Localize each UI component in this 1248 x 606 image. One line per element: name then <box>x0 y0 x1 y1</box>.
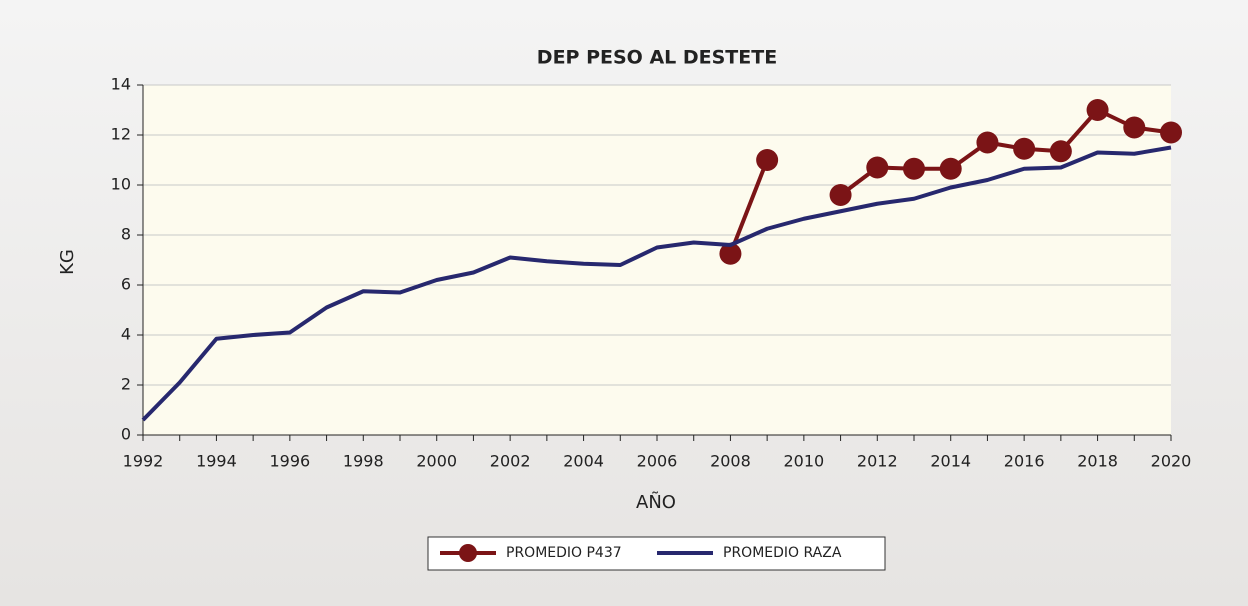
y-axis-title: KG <box>57 249 78 275</box>
point <box>756 149 779 171</box>
point <box>1160 121 1182 144</box>
x-tick-label: 2000 <box>416 452 457 471</box>
point <box>719 242 742 265</box>
y-tick-label: 4 <box>121 325 131 344</box>
x-tick-label: 2002 <box>490 452 531 471</box>
y-tick-label: 8 <box>121 225 131 244</box>
series-line <box>141 145 1172 422</box>
point <box>1123 116 1146 139</box>
plot-area <box>143 85 1171 435</box>
x-tick-label: 2010 <box>783 452 824 471</box>
x-tick-label: 2014 <box>930 452 971 471</box>
x-tick-label: 2016 <box>1004 452 1045 471</box>
x-tick-label: 2004 <box>563 452 604 471</box>
x-tick-label: 2012 <box>857 452 898 471</box>
chart-title: DEP PESO AL DESTETE <box>537 47 777 69</box>
legend-label: PROMEDIO P437 <box>506 545 622 561</box>
x-tick-label: 2018 <box>1077 452 1118 471</box>
y-tick-label: 2 <box>121 375 131 394</box>
x-tick-label: 1994 <box>196 452 237 471</box>
x-axis-title: AÑO <box>636 491 676 513</box>
legend-marker <box>459 544 477 562</box>
point <box>866 156 889 179</box>
point <box>939 157 962 180</box>
x-tick-label: 1998 <box>343 452 384 471</box>
point <box>976 131 999 154</box>
y-tick-label: 0 <box>121 425 131 444</box>
legend-label: PROMEDIO RAZA <box>723 545 842 561</box>
x-tick-label: 1992 <box>123 452 164 471</box>
series-line <box>839 108 1172 197</box>
x-tick-label: 1996 <box>269 452 310 471</box>
legend <box>427 536 886 571</box>
y-tick-label: 14 <box>111 75 131 94</box>
y-tick-label: 6 <box>121 275 131 294</box>
x-tick-label: 2008 <box>710 452 751 471</box>
point <box>829 184 852 206</box>
x-tick-label: 2020 <box>1151 452 1192 471</box>
point <box>1013 137 1036 160</box>
point <box>1049 140 1072 163</box>
point <box>1086 99 1109 121</box>
point <box>903 157 925 180</box>
y-tick-label: 10 <box>111 175 131 194</box>
series-line <box>728 159 770 255</box>
y-tick-label: 12 <box>111 125 131 144</box>
x-tick-label: 2006 <box>637 452 678 471</box>
